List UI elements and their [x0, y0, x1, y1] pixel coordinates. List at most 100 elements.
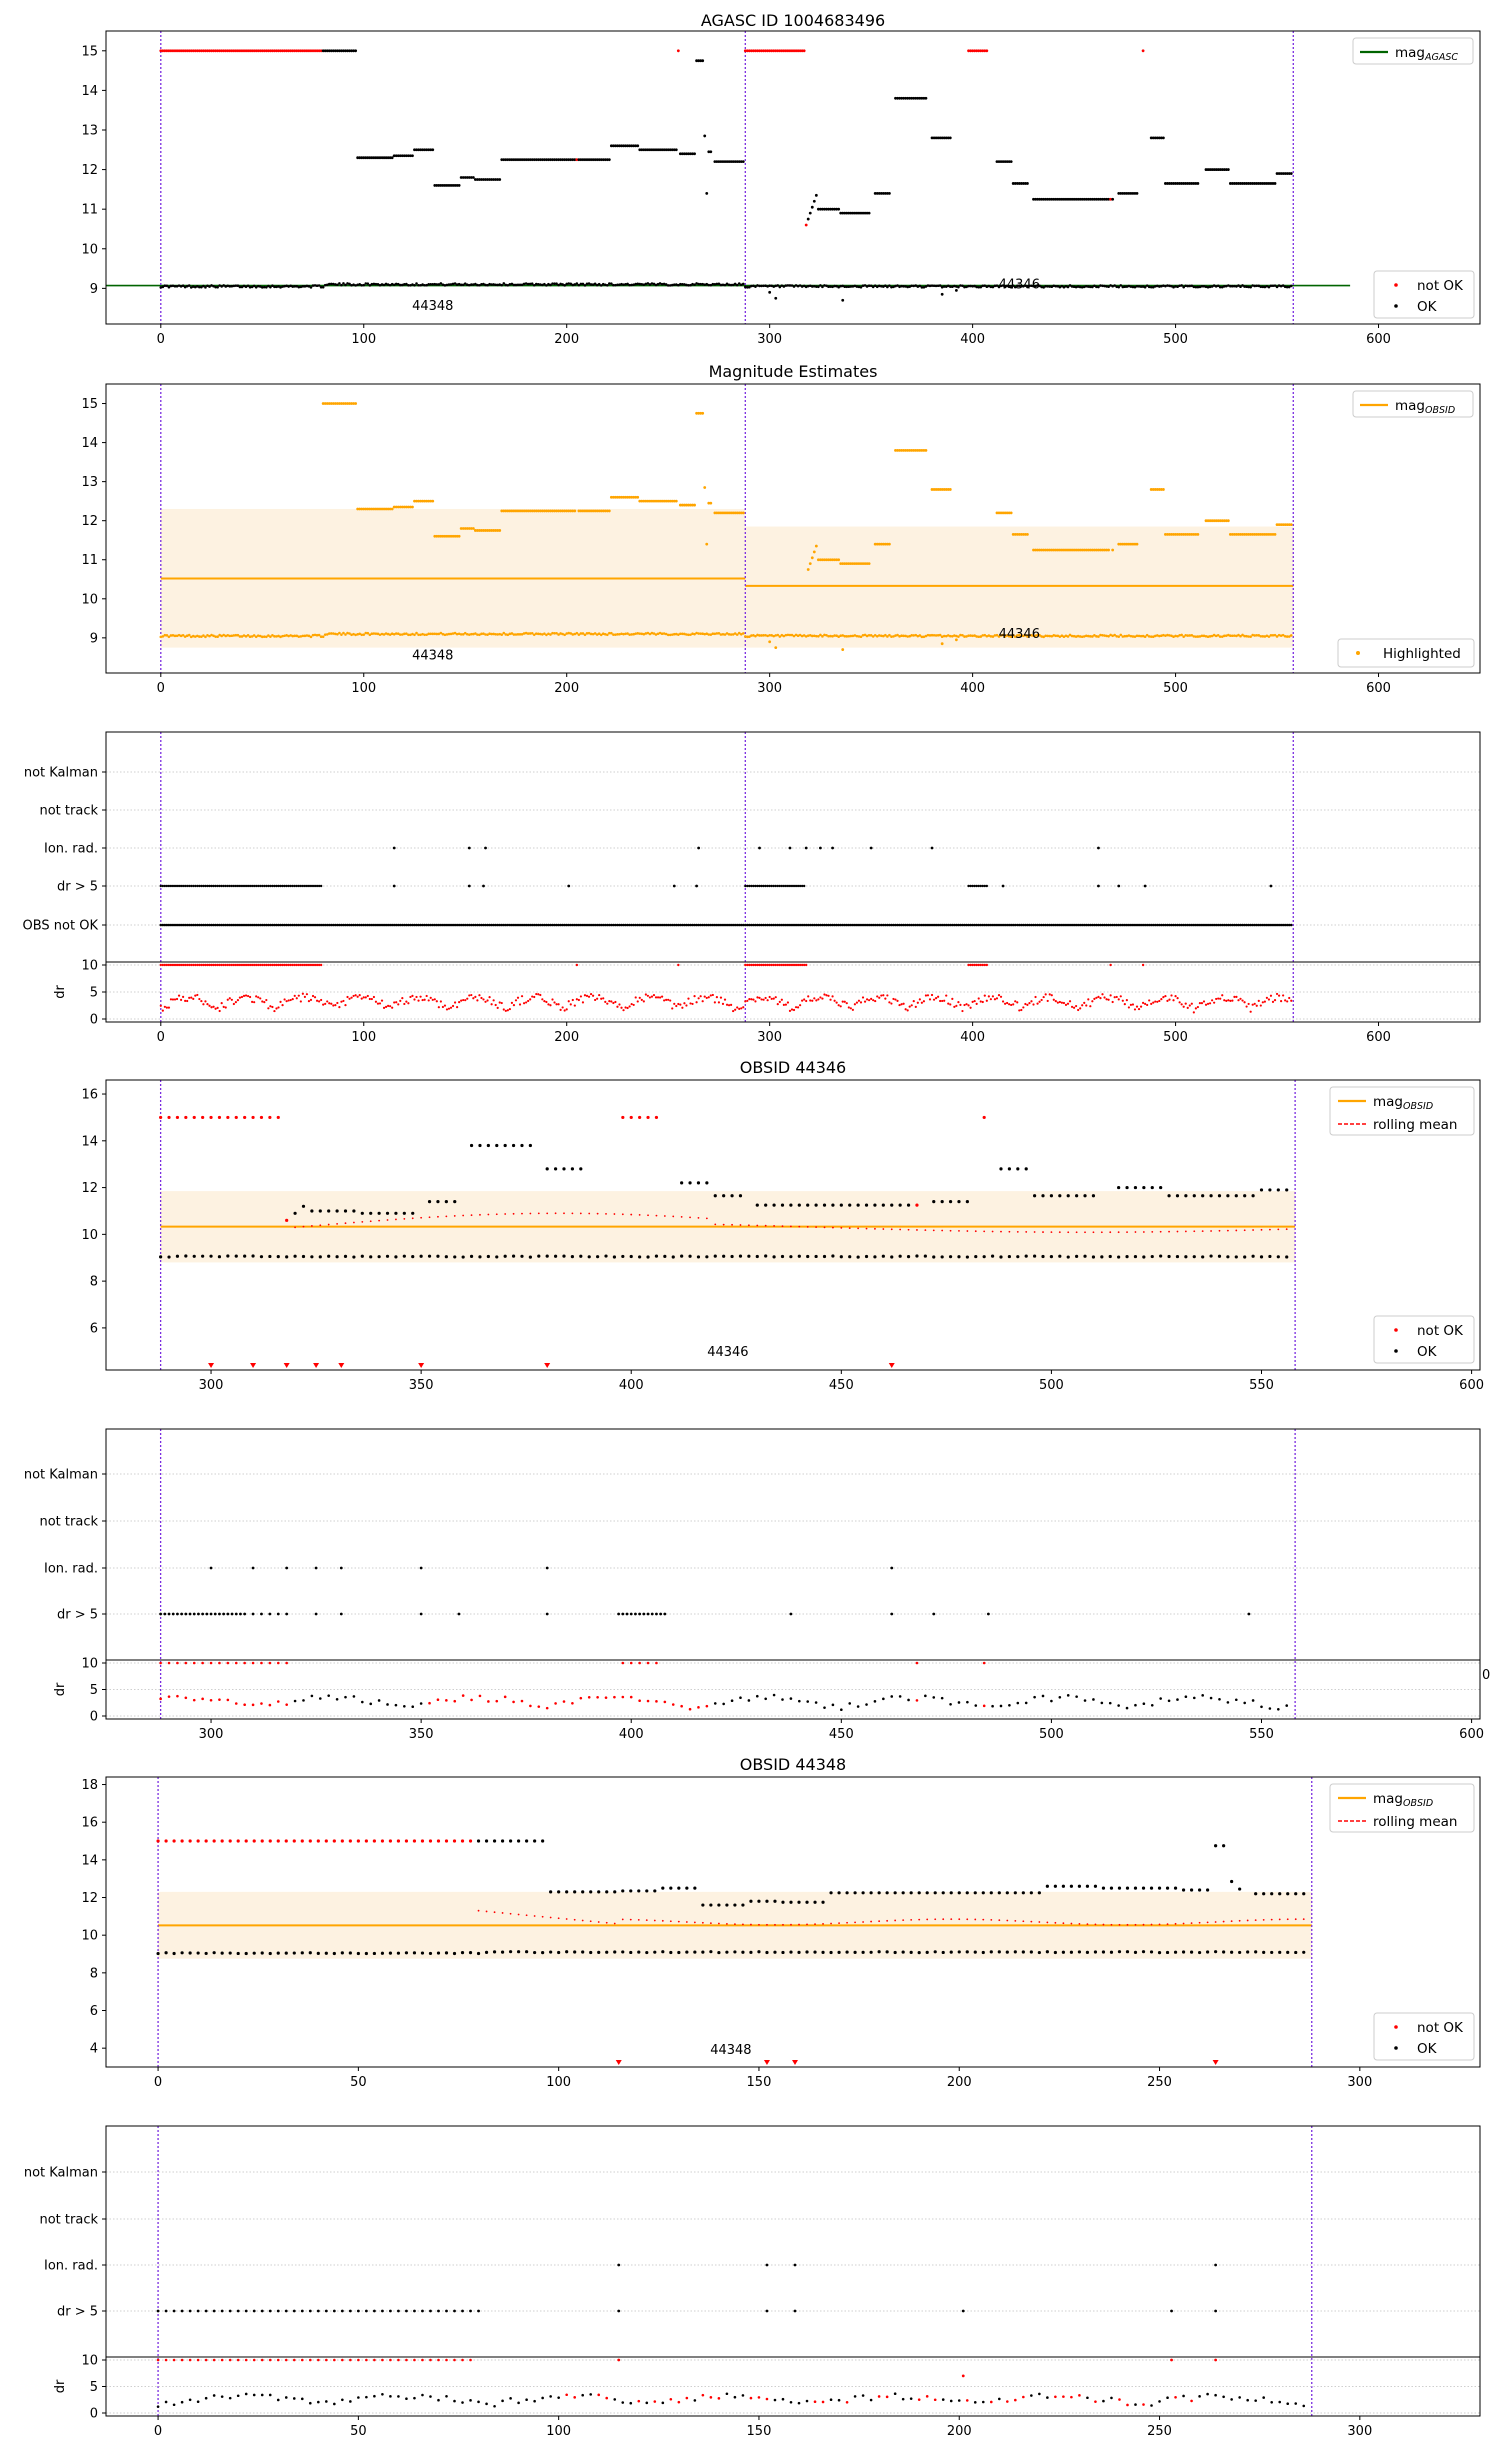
data-point: [810, 285, 814, 288]
data-point: [1109, 633, 1112, 637]
data-point: [1119, 995, 1122, 998]
data-point: [413, 998, 416, 1001]
data-point: [1208, 923, 1212, 927]
data-point: [1198, 1921, 1201, 1924]
data-point: [469, 2358, 472, 2362]
data-point: [232, 284, 236, 288]
data-point: [701, 411, 705, 415]
data-point: [509, 2397, 512, 2400]
data-point: [156, 2405, 160, 2408]
data-point: [1038, 1921, 1041, 1923]
data-point: [1044, 548, 1048, 552]
data-point: [477, 2400, 480, 2404]
data-point: [510, 158, 514, 162]
data-point: [175, 884, 179, 888]
data-point: [621, 1254, 625, 1259]
data-point: [176, 1694, 179, 1698]
data-point: [1001, 633, 1005, 637]
data-point: [287, 884, 290, 888]
data-point: [977, 923, 981, 927]
data-point: [457, 184, 461, 187]
data-point: [1005, 923, 1009, 927]
data-point: [329, 923, 333, 927]
data-point: [1287, 523, 1291, 526]
data-point: [220, 634, 223, 638]
data-point: [1029, 1950, 1033, 1954]
data-point: [252, 2309, 256, 2313]
data-point: [1093, 923, 1096, 927]
data-point: [1107, 923, 1110, 927]
data-point: [360, 923, 364, 927]
data-point: [514, 283, 518, 287]
data-point: [1008, 1003, 1011, 1006]
data-point: [863, 284, 867, 287]
data-point: [1182, 182, 1186, 185]
data-point: [539, 923, 542, 927]
data-point: [1074, 923, 1078, 927]
data-point: [1202, 285, 1206, 288]
data-point: [1042, 995, 1045, 999]
data-point: [1180, 923, 1183, 927]
data-point: [579, 632, 583, 635]
data-point: [1164, 994, 1167, 998]
data-point: [730, 1194, 734, 1198]
data-point: [516, 509, 520, 513]
data-point: [589, 923, 593, 927]
data-point: [188, 1839, 192, 1843]
data-point: [297, 884, 301, 888]
data-point: [1086, 2396, 1089, 2400]
data-point: [762, 963, 765, 967]
data-point: [620, 144, 623, 148]
data-point: [642, 1612, 646, 1616]
data-point: [348, 997, 351, 1000]
data-point: [589, 1920, 592, 1923]
data-point: [549, 1950, 553, 1954]
data-point: [340, 1000, 343, 1003]
data-point: [283, 284, 286, 288]
data-point: [750, 1923, 752, 1926]
data-point: [508, 632, 512, 636]
data-point: [656, 632, 660, 636]
data-point: [1184, 923, 1188, 927]
data-point: [798, 49, 802, 53]
data-point: [1003, 160, 1007, 164]
y-tick-label: 0: [90, 1710, 98, 1725]
data-point: [1164, 923, 1167, 927]
data-point: [498, 178, 502, 181]
x-tick-label: 500: [1039, 1378, 1064, 1393]
data-point: [202, 634, 205, 637]
data-point: [320, 998, 323, 1002]
data-point: [1048, 634, 1052, 638]
data-point: [965, 1255, 969, 1259]
data-point: [411, 154, 414, 158]
x-tick-label: 100: [546, 2075, 571, 2090]
data-point: [626, 1006, 629, 1010]
data-point: [369, 1255, 373, 1259]
data-point: [222, 633, 226, 637]
data-point: [477, 1909, 480, 1912]
data-point: [717, 2397, 721, 2400]
data-point: [310, 1225, 313, 1227]
data-point: [1225, 999, 1228, 1002]
data-point: [419, 283, 422, 287]
data-point: [391, 1006, 394, 1009]
data-point: [669, 1920, 672, 1923]
data-point: [859, 923, 863, 927]
data-point: [798, 884, 802, 888]
data-point: [829, 998, 832, 1001]
data-point: [326, 1000, 329, 1003]
y-tick-label: 15: [81, 44, 98, 59]
legend-label-not-ok: not OK: [1417, 2020, 1464, 2036]
data-point: [636, 923, 640, 927]
x-tick-label: 150: [747, 2424, 772, 2439]
data-point: [346, 995, 349, 999]
data-point: [784, 284, 788, 287]
data-point: [946, 488, 950, 491]
data-point: [407, 283, 410, 287]
data-point: [733, 282, 737, 286]
data-point: [768, 633, 771, 637]
data-point: [476, 1951, 481, 1956]
data-point: [848, 1203, 852, 1207]
data-point: [364, 507, 368, 511]
data-point: [321, 285, 325, 289]
